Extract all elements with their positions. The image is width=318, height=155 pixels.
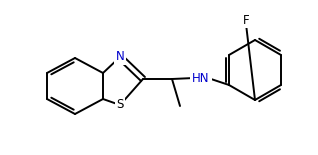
Text: HN: HN <box>192 71 210 84</box>
Text: N: N <box>116 51 124 64</box>
Text: F: F <box>243 13 249 27</box>
Text: S: S <box>116 98 124 111</box>
